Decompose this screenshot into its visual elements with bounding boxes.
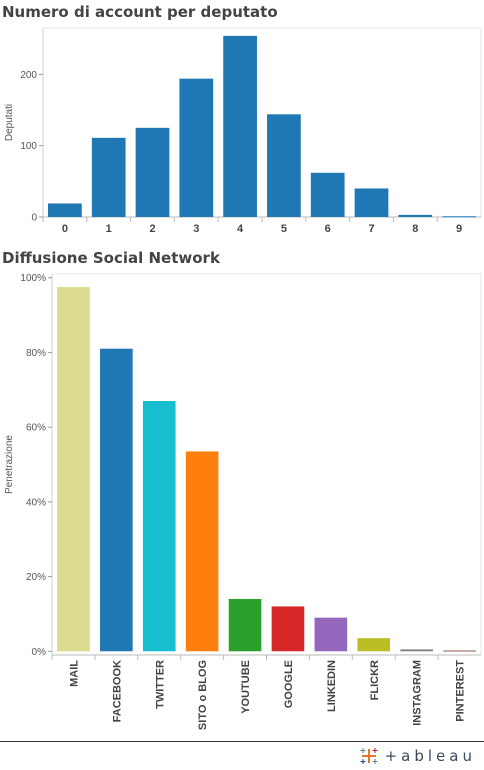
bar-google[interactable] bbox=[271, 606, 305, 652]
x-tick-label: 9 bbox=[456, 223, 462, 235]
bar-instagram[interactable] bbox=[400, 649, 433, 652]
x-tick-label: LINKEDIN bbox=[326, 660, 338, 712]
tableau-logo[interactable]: +ableau bbox=[359, 745, 476, 767]
chart1-title: Numero di account per deputato bbox=[2, 3, 278, 21]
x-tick-label: MAIL bbox=[68, 660, 80, 687]
bar-mail[interactable] bbox=[57, 287, 90, 652]
x-tick-label: 0 bbox=[62, 223, 68, 235]
bar-linkedin[interactable] bbox=[314, 617, 348, 652]
y-tick-label: 200 bbox=[20, 70, 37, 81]
y-tick-label: 0 bbox=[31, 213, 37, 224]
bar-youtube[interactable] bbox=[228, 598, 262, 652]
x-tick-label: FACEBOOK bbox=[111, 660, 123, 722]
bar-facebook[interactable] bbox=[100, 348, 133, 652]
y-tick-label: 100% bbox=[20, 273, 46, 284]
y-tick-label: 0% bbox=[32, 647, 47, 658]
y-tick-label: 100 bbox=[20, 141, 37, 152]
y-tick-label: 80% bbox=[26, 348, 46, 359]
x-tick-label: FLICKR bbox=[369, 660, 381, 700]
bar-9[interactable] bbox=[442, 216, 476, 218]
y-tick-label: 60% bbox=[26, 423, 46, 434]
bar-pinterest[interactable] bbox=[443, 650, 476, 652]
bar-4[interactable] bbox=[223, 35, 257, 218]
bar-1[interactable] bbox=[91, 137, 126, 217]
accounts-per-deputy-chart: 0 100 200 Deputati 0 1 2 3 4 5 6 7 8 9 bbox=[4, 27, 482, 235]
x-tick-label: YOUTUBE bbox=[240, 660, 252, 714]
x-tick-label: 3 bbox=[193, 223, 199, 235]
x-tick-label: TWITTER bbox=[154, 660, 166, 709]
y-axis-label: Penetrazione bbox=[4, 435, 15, 494]
x-tick-label: 4 bbox=[237, 223, 244, 235]
bar-3[interactable] bbox=[179, 78, 214, 217]
y-axis-label: Deputati bbox=[4, 104, 15, 141]
bar-6[interactable] bbox=[310, 172, 345, 217]
x-tick-label: 8 bbox=[412, 223, 418, 235]
x-tick-label: 6 bbox=[325, 223, 331, 235]
x-tick-label: 7 bbox=[368, 223, 374, 235]
x-tick-label: 2 bbox=[149, 223, 155, 235]
bar-twitter[interactable] bbox=[142, 401, 176, 652]
x-tick-label: GOOGLE bbox=[283, 660, 295, 708]
y-tick-label: 40% bbox=[26, 497, 46, 508]
social-network-diffusion-chart: 0% 20% 40% 60% 80% 100% Penetrazione MAIL FACEBO… bbox=[4, 273, 482, 730]
bar-flickr[interactable] bbox=[357, 638, 391, 652]
x-tick-label: 1 bbox=[106, 223, 112, 235]
tableau-cross-icon bbox=[360, 748, 378, 764]
x-tick-label: 5 bbox=[281, 223, 287, 235]
bar-sito-o-blog[interactable] bbox=[185, 451, 219, 652]
bar-5[interactable] bbox=[267, 114, 301, 217]
footer-divider bbox=[0, 741, 484, 742]
x-tick-label: PINTEREST bbox=[455, 660, 467, 722]
tableau-wordmark: +ableau bbox=[384, 747, 476, 765]
bar-0[interactable] bbox=[48, 203, 82, 217]
x-tick-label: INSTAGRAM bbox=[412, 660, 424, 726]
bar-2[interactable] bbox=[135, 127, 170, 217]
y-tick-label: 20% bbox=[26, 572, 46, 583]
bar-8[interactable] bbox=[398, 214, 433, 217]
bar-7[interactable] bbox=[354, 188, 389, 217]
x-tick-label: SITO o BLOG bbox=[197, 660, 209, 730]
chart2-title: Diffusione Social Network bbox=[2, 249, 220, 267]
